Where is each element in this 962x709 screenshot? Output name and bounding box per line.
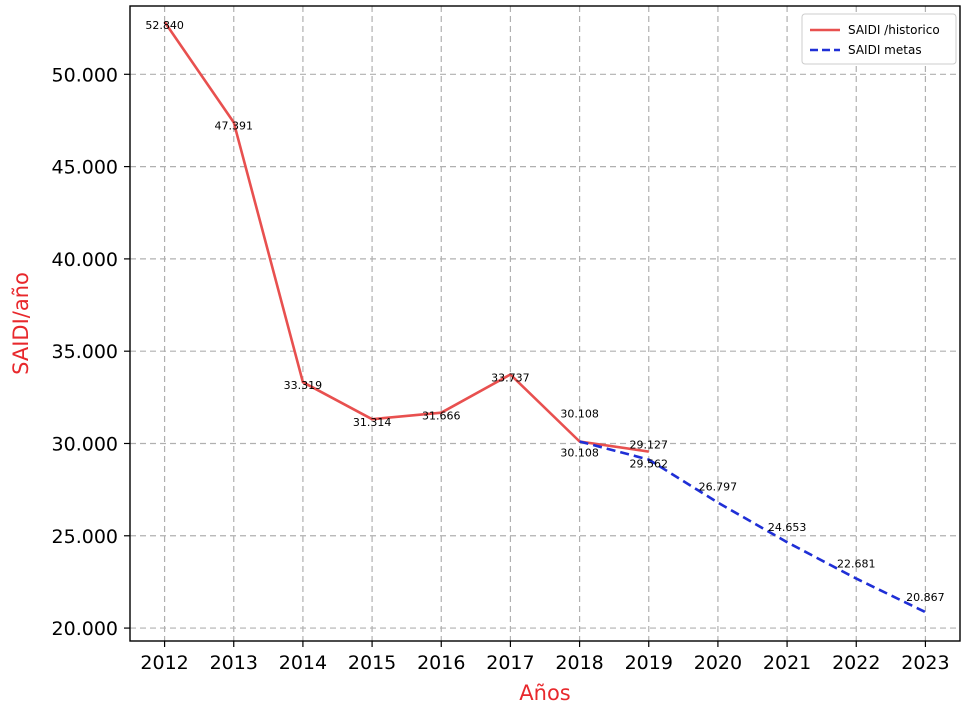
series-line-0: [163, 21, 649, 453]
data-label: 26.797: [699, 481, 738, 494]
legend-label: SAIDI metas: [848, 43, 922, 57]
data-label: 33.737: [491, 372, 530, 385]
x-tick-label: 2015: [348, 652, 396, 674]
data-label: 20.867: [906, 591, 945, 604]
data-label: 52.840: [145, 19, 184, 32]
x-tick-label: 2014: [279, 652, 327, 674]
x-tick-label: 2012: [140, 652, 188, 674]
data-label: 29.562: [630, 458, 669, 471]
y-tick-label: 30.000: [52, 433, 118, 455]
y-tick-label: 40.000: [52, 249, 118, 271]
data-label: 47.391: [215, 119, 254, 132]
data-label: 22.681: [837, 558, 876, 571]
y-tick-label: 20.000: [52, 618, 118, 640]
y-tick-label: 50.000: [52, 64, 118, 86]
x-tick-label: 2018: [555, 652, 603, 674]
data-label: 30.108: [560, 446, 599, 459]
data-label: 30.108: [560, 407, 599, 420]
x-tick-label: 2019: [625, 652, 673, 674]
x-tick-label: 2017: [486, 652, 534, 674]
data-label: 31.666: [422, 410, 461, 423]
x-tick-label: 2013: [210, 652, 258, 674]
x-tick-label: 2020: [694, 652, 742, 674]
plot-frame: [129, 5, 961, 642]
data-label: 29.127: [630, 439, 669, 452]
y-tick-label: 25.000: [52, 526, 118, 548]
x-tick-label: 2022: [832, 652, 880, 674]
x-tick-label: 2016: [417, 652, 465, 674]
data-label: 33.319: [284, 379, 323, 392]
x-tick-label: 2021: [763, 652, 811, 674]
series-line-1: [579, 440, 926, 614]
legend-label: SAIDI /historico: [848, 23, 940, 37]
x-axis-title: Años: [519, 681, 570, 705]
data-label: 31.314: [353, 416, 392, 429]
legend-box: [801, 13, 957, 65]
y-tick-label: 35.000: [52, 341, 118, 363]
data-label: 24.653: [768, 521, 807, 534]
x-tick-label: 2023: [901, 652, 949, 674]
y-axis-title: SAIDI/año: [9, 272, 33, 375]
y-tick-label: 45.000: [52, 157, 118, 179]
